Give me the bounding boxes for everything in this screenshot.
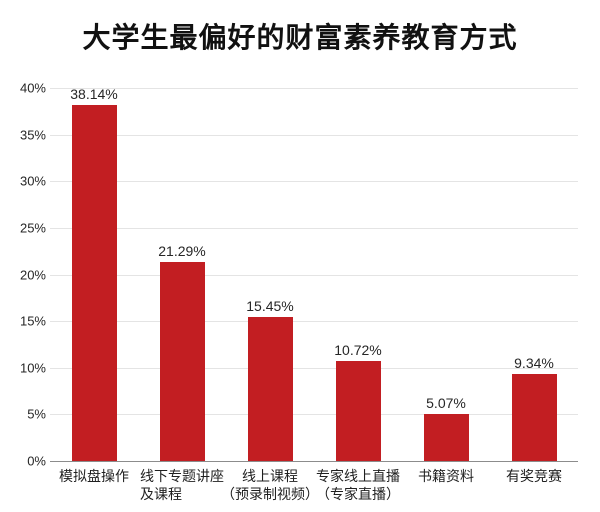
bar-value-label: 5.07% [426,394,466,411]
bar [159,262,205,461]
bar-value-label: 15.45% [246,297,294,314]
bar [511,373,557,461]
x-category-label: 有奖竞赛 [506,468,562,484]
bar [71,105,117,461]
chart-title: 大学生最偏好的财富素养教育方式 [82,22,518,53]
gridline [50,367,578,369]
x-category-label: 线下专题讲座 及课程 [140,468,224,502]
y-tick-label: 40% [19,80,46,96]
gridline [50,321,578,323]
bar [335,361,381,461]
gridline [50,88,578,89]
gridline [50,414,578,416]
gridline [50,181,578,183]
y-tick-label: 15% [19,313,46,329]
gridline [50,274,578,276]
bar [423,413,469,461]
gridline [50,134,578,136]
bar-value-label: 9.34% [514,354,554,371]
y-tick-label: 0% [27,453,46,469]
y-tick-label: 25% [19,220,46,236]
bar-value-label: 38.14% [70,86,118,103]
x-category-label: 模拟盘操作 [59,468,129,484]
y-tick-label: 5% [27,406,46,422]
y-tick-label: 30% [19,173,46,189]
x-category-label: 线上课程 （预录制视频） [221,468,319,502]
x-category-label: 专家线上直播 （专家直播） [316,468,400,502]
gridline [50,227,578,229]
y-tick-label: 10% [19,360,46,376]
y-tick-label: 20% [19,267,46,282]
bar-value-label: 21.29% [158,243,206,260]
x-axis-line [50,461,578,462]
x-category-label: 书籍资料 [418,468,474,484]
bar [247,316,293,461]
y-tick-label: 35% [19,127,46,143]
bar-value-label: 10.72% [334,342,382,359]
